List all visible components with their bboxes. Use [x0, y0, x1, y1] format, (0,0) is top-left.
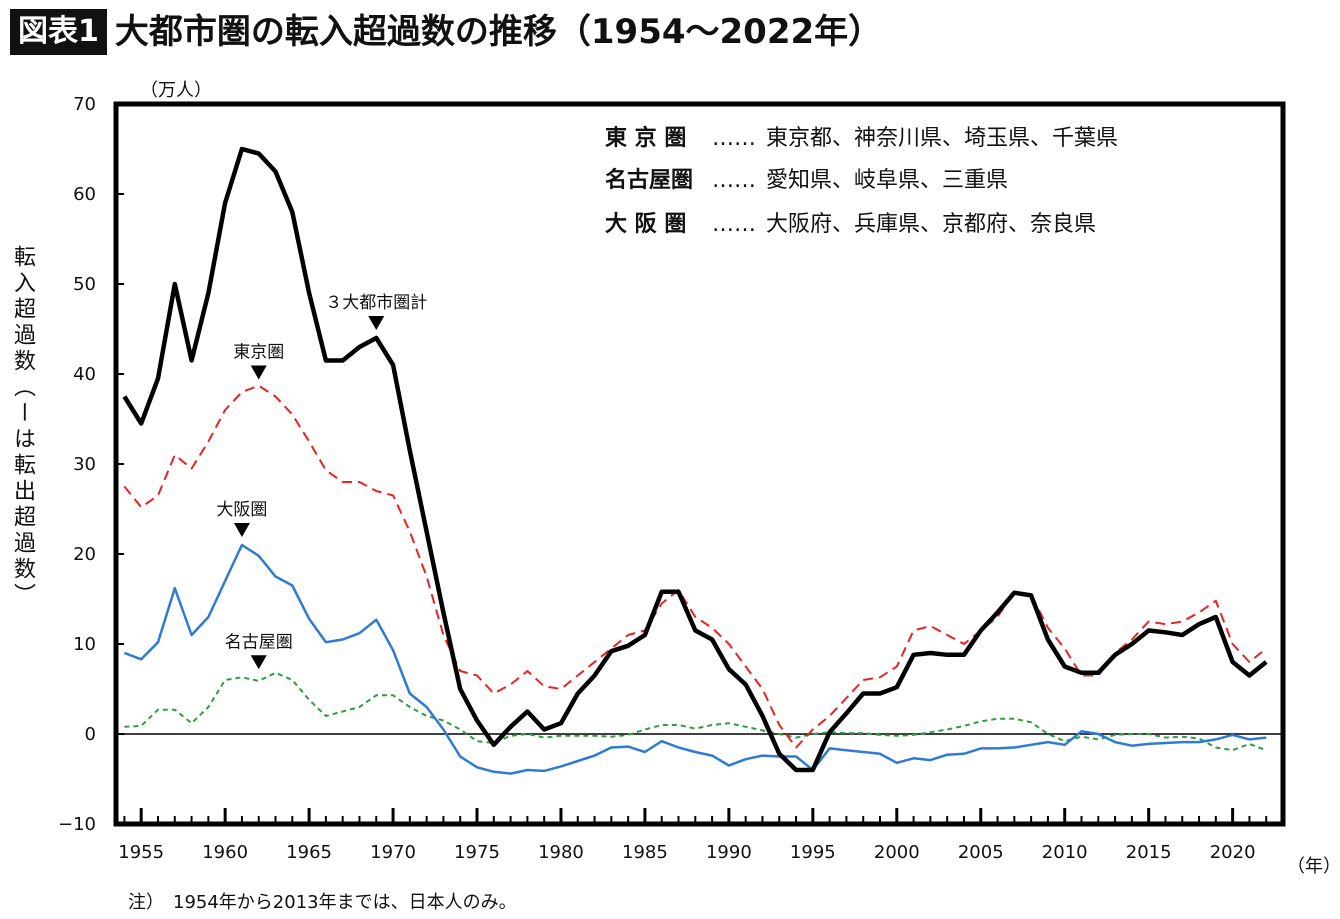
legend-value: 東京都、神奈川県、埼玉県、千葉県 [766, 126, 1118, 151]
legend-dots: …… [712, 212, 756, 237]
x-tick-label: 2000 [874, 842, 920, 863]
annotation-label: 名古屋圏 [225, 632, 293, 652]
y-tick-label: −10 [58, 814, 96, 835]
y-tick-label: 30 [73, 454, 96, 475]
annotation-marker [250, 365, 267, 380]
annotation-label: ３大都市圏計 [325, 293, 427, 313]
annotation-marker [250, 655, 267, 670]
legend-value: 愛知県、岐阜県、三重県 [766, 168, 1008, 193]
legend-key: 東 京 圏 [605, 125, 686, 151]
x-tick-label: 1985 [622, 842, 668, 863]
chart-title: 大都市圏の転入超過数の推移（1954〜2022年） [114, 12, 883, 52]
y-unit-label: （万人） [140, 80, 212, 101]
figure-badge: 図表1 [10, 9, 107, 55]
x-tick-label: 2010 [1042, 842, 1088, 863]
y-tick-label: 60 [73, 184, 96, 205]
y-tick-label: 40 [73, 364, 96, 385]
y-tick-label: 0 [85, 724, 96, 745]
y-tick-label: 10 [73, 634, 96, 655]
x-tick-label: 1995 [790, 842, 836, 863]
x-unit-label: （年） [1287, 856, 1340, 877]
x-tick-label: 2020 [1210, 842, 1256, 863]
x-tick-label: 1990 [706, 842, 752, 863]
series-line [124, 671, 1267, 752]
legend-dots: …… [712, 168, 756, 193]
series-line [123, 384, 1267, 749]
annotation-label: 大阪圏 [216, 500, 267, 520]
chart-title-bar: 図表1 大都市圏の転入超過数の推移（1954〜2022年） [10, 8, 882, 56]
legend-key: 名古屋圏 [605, 167, 693, 193]
y-tick-label: 20 [73, 544, 96, 565]
x-tick-label: 2005 [958, 842, 1004, 863]
x-tick-label: 1975 [454, 842, 500, 863]
x-tick-label: 1955 [118, 842, 164, 863]
x-tick-label: 1980 [538, 842, 584, 863]
y-tick-label: 50 [73, 274, 96, 295]
y-axis-label: 転入超過数（ーは転出超過数） [10, 245, 35, 609]
legend-dots: …… [712, 126, 756, 151]
x-tick-label: 2015 [1126, 842, 1172, 863]
annotation-label: 東京圏 [233, 343, 284, 363]
legend-key: 大 阪 圏 [605, 212, 686, 237]
y-tick-label: 70 [73, 94, 96, 115]
x-tick-label: 1970 [370, 842, 416, 863]
annotation-marker [368, 316, 385, 330]
series-line [123, 543, 1267, 775]
annotation-marker [233, 523, 250, 537]
x-tick-label: 1965 [286, 842, 332, 863]
series-line [122, 146, 1268, 773]
footnote: 注） 1954年から2013年までは、日本人のみ。 [128, 892, 517, 913]
x-tick-label: 1960 [202, 842, 248, 863]
legend-value: 大阪府、兵庫県、京都府、奈良県 [766, 212, 1096, 237]
